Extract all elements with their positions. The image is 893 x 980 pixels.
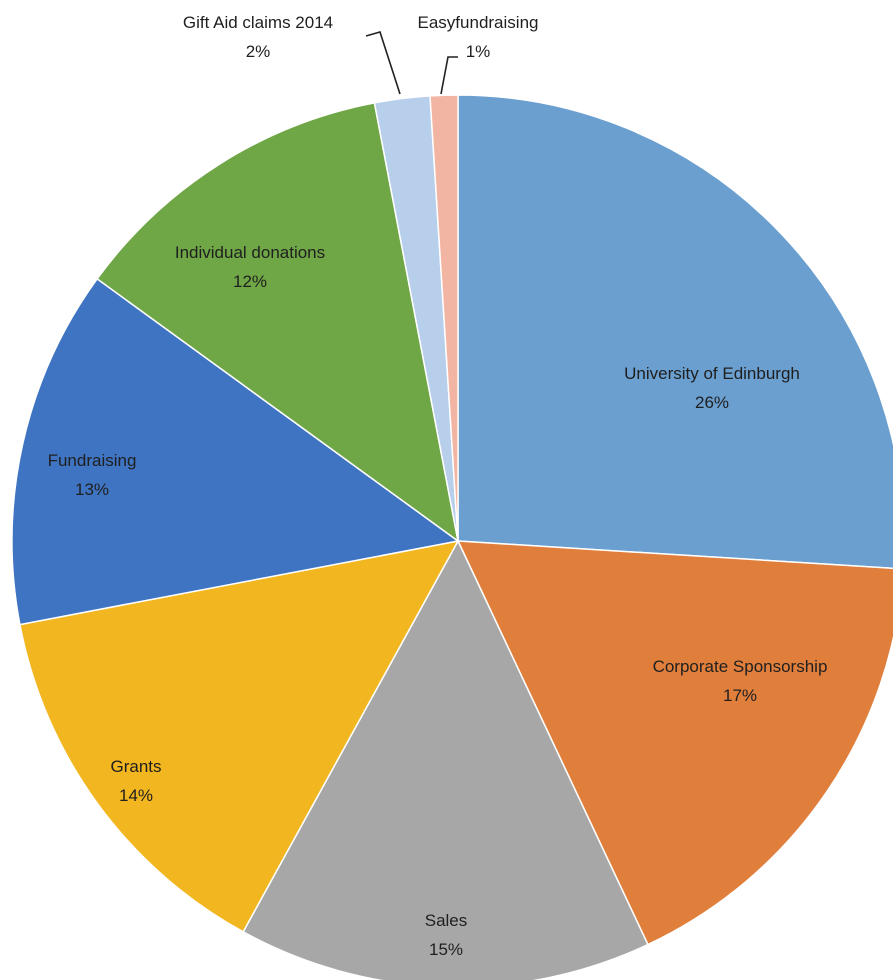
slice-label-easyfundraising: Easyfundraising 1% [418,13,539,61]
slice-category-label: Easyfundraising [418,13,539,32]
slice-label-grants: Grants 14% [110,757,161,805]
slice-percent-label: 15% [429,940,463,959]
slice-label-gift-aid-claims-2014: Gift Aid claims 2014 2% [183,13,333,61]
slice-percent-label: 12% [233,272,267,291]
slice-percent-label: 1% [466,42,491,61]
pie-slice-sales [242,539,649,980]
slice-label-individual-donations: Individual donations 12% [175,243,325,291]
slice-percent-label: 26% [695,393,729,412]
slice-percent-label: 17% [723,686,757,705]
slice-category-label: Grants [110,757,161,776]
slice-label-corporate-sponsorship: Corporate Sponsorship 17% [653,657,828,705]
pie-slice-individual-donations [96,102,460,543]
pie-slice-corporate-sponsorship [456,540,893,946]
slice-category-label: Fundraising [48,451,137,470]
slice-labels: University of Edinburgh 26% Corporate Spon… [48,13,828,959]
slice-category-label: Corporate Sponsorship [653,657,828,676]
slice-percent-label: 2% [246,42,271,61]
pie-slice-fundraising [11,277,460,626]
pie-slices [11,94,893,980]
slice-label-university-of-edinburgh: University of Edinburgh 26% [624,364,800,412]
slice-label-sales: Sales 15% [425,911,468,959]
slice-category-label: University of Edinburgh [624,364,800,383]
slice-category-label: Sales [425,911,468,930]
leader-line-gift-aid-claims-2014 [365,31,401,95]
slice-percent-label: 14% [119,786,153,805]
leader-line-easyfundraising [440,56,458,95]
leader-lines [365,31,458,95]
slice-category-label: Individual donations [175,243,325,262]
slice-category-label: Gift Aid claims 2014 [183,13,333,32]
pie-slice-easyfundraising [429,94,459,542]
pie-slice-grants [19,539,460,933]
pie-slice-university-of-edinburgh [457,94,893,570]
slice-label-fundraising: Fundraising 13% [48,451,137,499]
slice-percent-label: 13% [75,480,109,499]
